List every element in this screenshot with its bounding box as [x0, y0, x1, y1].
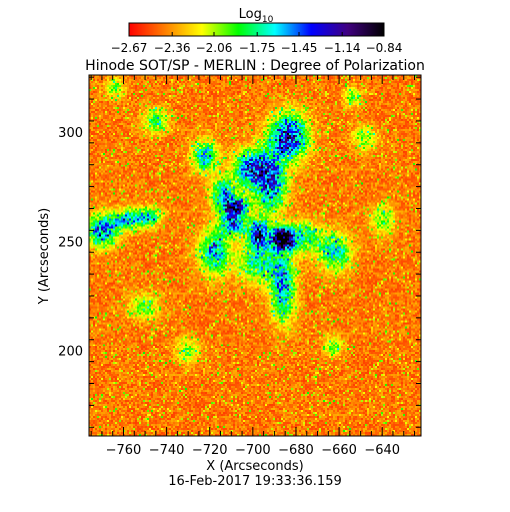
y-axis-label: Y (Arcseconds): [37, 208, 52, 305]
x-tick-label: −640: [364, 443, 400, 458]
colorbar-tick-label: −1.45: [281, 41, 318, 55]
x-axis-label: X (Arcseconds): [206, 459, 303, 474]
colorbar: Log10 −2.67 −2.36 −2.06 −1.75 −1.45 −1.14 −0.8…: [111, 7, 403, 55]
y-tick-label: 300: [58, 126, 83, 141]
x-tick-label: −720: [192, 443, 228, 458]
plot-frame: [88, 74, 422, 437]
y-tick-label: 250: [58, 235, 83, 250]
colorbar-label: Log10: [239, 7, 274, 25]
date-label: 16-Feb-2017 19:33:36.159: [168, 474, 342, 489]
colorbar-tick-label: −1.14: [324, 41, 361, 55]
x-tick-label: −660: [321, 443, 357, 458]
x-tick-label: −760: [106, 443, 142, 458]
chart-title: Hinode SOT/SP - MERLIN : Degree of Polar…: [85, 58, 425, 74]
colorbar-tick-label: −2.67: [111, 41, 148, 55]
x-tick-label: −700: [235, 443, 271, 458]
x-tick-label: −680: [278, 443, 314, 458]
heatmap-image: [89, 75, 421, 436]
colorbar-gradient: [128, 22, 385, 37]
colorbar-tick-label: −2.36: [154, 41, 191, 55]
x-tick-label: −740: [149, 443, 185, 458]
y-tick-label: 200: [58, 345, 83, 360]
colorbar-tick-label: −0.84: [366, 41, 403, 55]
colorbar-tick-label: −2.06: [196, 41, 233, 55]
colorbar-tick-label: −1.75: [239, 41, 276, 55]
